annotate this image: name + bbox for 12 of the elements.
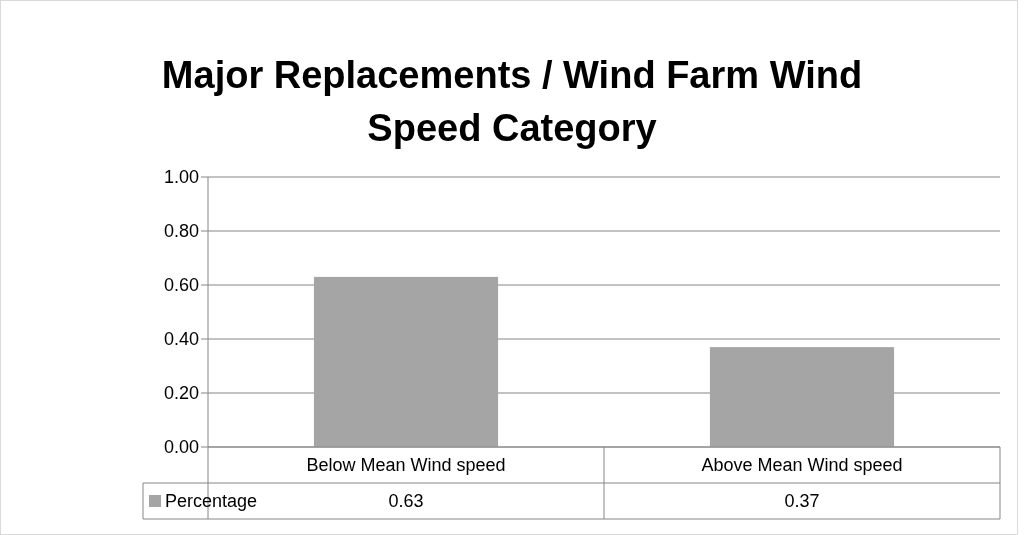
y-tick-label: 0.60 (163, 275, 199, 296)
y-tick-label: 0.40 (163, 329, 199, 350)
data-label: 0.63 (388, 491, 424, 512)
x-tick-label: Below Mean Wind speed (306, 455, 506, 476)
data-label: 0.37 (784, 491, 820, 512)
x-tick-label: Above Mean Wind speed (701, 455, 903, 476)
y-tick-label: 0.80 (163, 221, 199, 242)
y-tick-label: 0.00 (163, 437, 199, 458)
chart-title: Major Replacements / Wind Farm Wind Speed Category (161, 54, 863, 149)
legend-label: Percentage (165, 491, 258, 512)
y-tick-label: 0.20 (163, 383, 199, 404)
y-tick-label: 1.00 (163, 167, 199, 188)
